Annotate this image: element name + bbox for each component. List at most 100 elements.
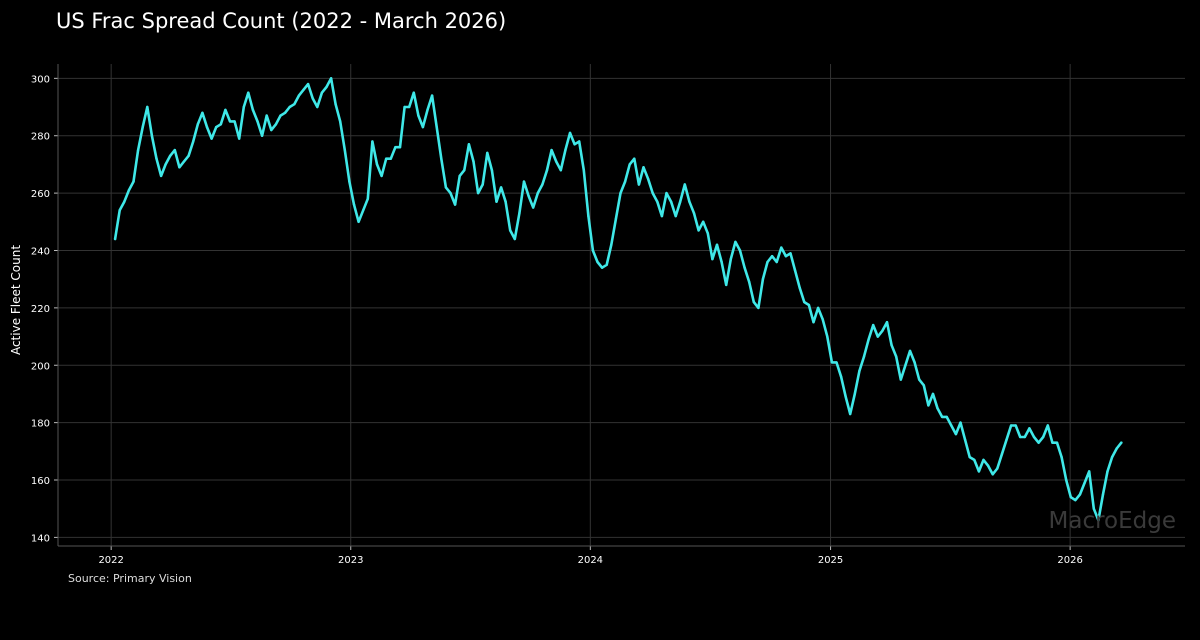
data-point <box>839 375 843 378</box>
data-point <box>715 243 719 246</box>
data-point <box>201 111 204 115</box>
data-point <box>449 191 452 195</box>
data-point <box>757 306 760 310</box>
data-point <box>931 392 935 396</box>
data-point <box>527 194 530 198</box>
x-tick-label: 2024 <box>578 555 603 566</box>
data-point <box>453 203 457 206</box>
data-point <box>752 300 755 304</box>
data-point <box>665 191 668 195</box>
data-point <box>927 404 930 407</box>
data-point <box>270 128 273 132</box>
data-point <box>642 166 645 169</box>
data-point <box>688 200 691 203</box>
data-point <box>536 191 539 195</box>
data-point <box>260 134 264 137</box>
data-point <box>555 160 558 163</box>
y-tick-label: 260 <box>31 189 50 200</box>
y-tick-label: 300 <box>31 74 50 85</box>
data-point <box>343 148 346 152</box>
data-point <box>945 415 948 419</box>
data-point <box>1060 455 1063 459</box>
data-point <box>233 120 236 123</box>
data-point <box>991 473 994 476</box>
data-point <box>656 200 659 203</box>
chart-title: US Frac Spread Count (2022 - March 2026) <box>56 9 507 33</box>
data-point <box>1005 438 1008 441</box>
data-point <box>426 108 429 112</box>
data-point <box>798 286 801 289</box>
data-point <box>486 151 489 155</box>
data-point <box>550 148 553 152</box>
data-point <box>743 266 746 269</box>
axes: 140 160 180 200 220 240 260 280 300 2022 2023 2024 2… <box>31 64 1185 566</box>
data-point <box>1088 470 1091 473</box>
data-point <box>793 269 797 272</box>
data-point <box>348 180 351 183</box>
data-point <box>1051 441 1054 444</box>
data-point <box>559 169 562 172</box>
data-point <box>706 232 709 235</box>
data-point <box>720 260 723 264</box>
data-point <box>940 415 944 419</box>
data-point <box>339 120 342 123</box>
data-point <box>366 197 369 200</box>
data-point <box>908 349 912 353</box>
data-point <box>761 278 765 281</box>
data-point <box>876 335 879 338</box>
data-point <box>826 335 829 338</box>
data-point <box>472 160 475 163</box>
data-point <box>385 157 388 160</box>
data-point <box>669 200 673 203</box>
data-point <box>646 177 650 180</box>
data-point <box>1092 507 1096 510</box>
data-point <box>578 140 581 143</box>
data-point <box>251 108 255 112</box>
data-point <box>913 361 916 364</box>
data-point <box>1019 435 1022 439</box>
data-point <box>835 361 838 364</box>
data-point <box>775 260 778 264</box>
data-point <box>1065 478 1068 482</box>
data-point <box>766 260 769 264</box>
data-point <box>1009 424 1013 427</box>
x-tick-label: 2022 <box>98 555 123 566</box>
data-point <box>816 306 820 310</box>
data-point <box>1023 435 1026 439</box>
data-point <box>564 148 567 152</box>
data-point <box>155 157 158 160</box>
y-axis-label: Active Fleet Count <box>9 245 23 355</box>
y-tick-label: 160 <box>31 476 50 487</box>
data-point <box>1106 470 1109 473</box>
data-point <box>904 364 907 367</box>
data-point <box>205 125 209 129</box>
data-point <box>996 467 999 470</box>
data-point <box>532 206 535 209</box>
data-point <box>734 240 737 244</box>
data-point <box>256 120 259 123</box>
data-point <box>1097 519 1100 522</box>
data-point <box>738 249 742 252</box>
data-point <box>545 169 549 172</box>
data-point <box>1101 493 1105 496</box>
data-point <box>274 123 278 126</box>
data-point <box>867 338 870 341</box>
data-point <box>164 163 167 166</box>
data-point <box>320 91 324 94</box>
data-point <box>784 255 788 258</box>
data-point <box>568 131 572 135</box>
y-tick-label: 180 <box>31 419 50 430</box>
data-point <box>412 91 415 94</box>
data-point <box>215 125 218 129</box>
data-point <box>780 246 783 249</box>
y-tick-label: 240 <box>31 246 50 257</box>
data-point <box>573 143 576 146</box>
data-point <box>297 94 301 97</box>
data-point <box>697 229 700 232</box>
data-point <box>504 200 507 203</box>
data-point <box>421 125 425 129</box>
data-point <box>922 384 925 387</box>
data-point <box>692 212 696 215</box>
data-point <box>1055 441 1059 444</box>
